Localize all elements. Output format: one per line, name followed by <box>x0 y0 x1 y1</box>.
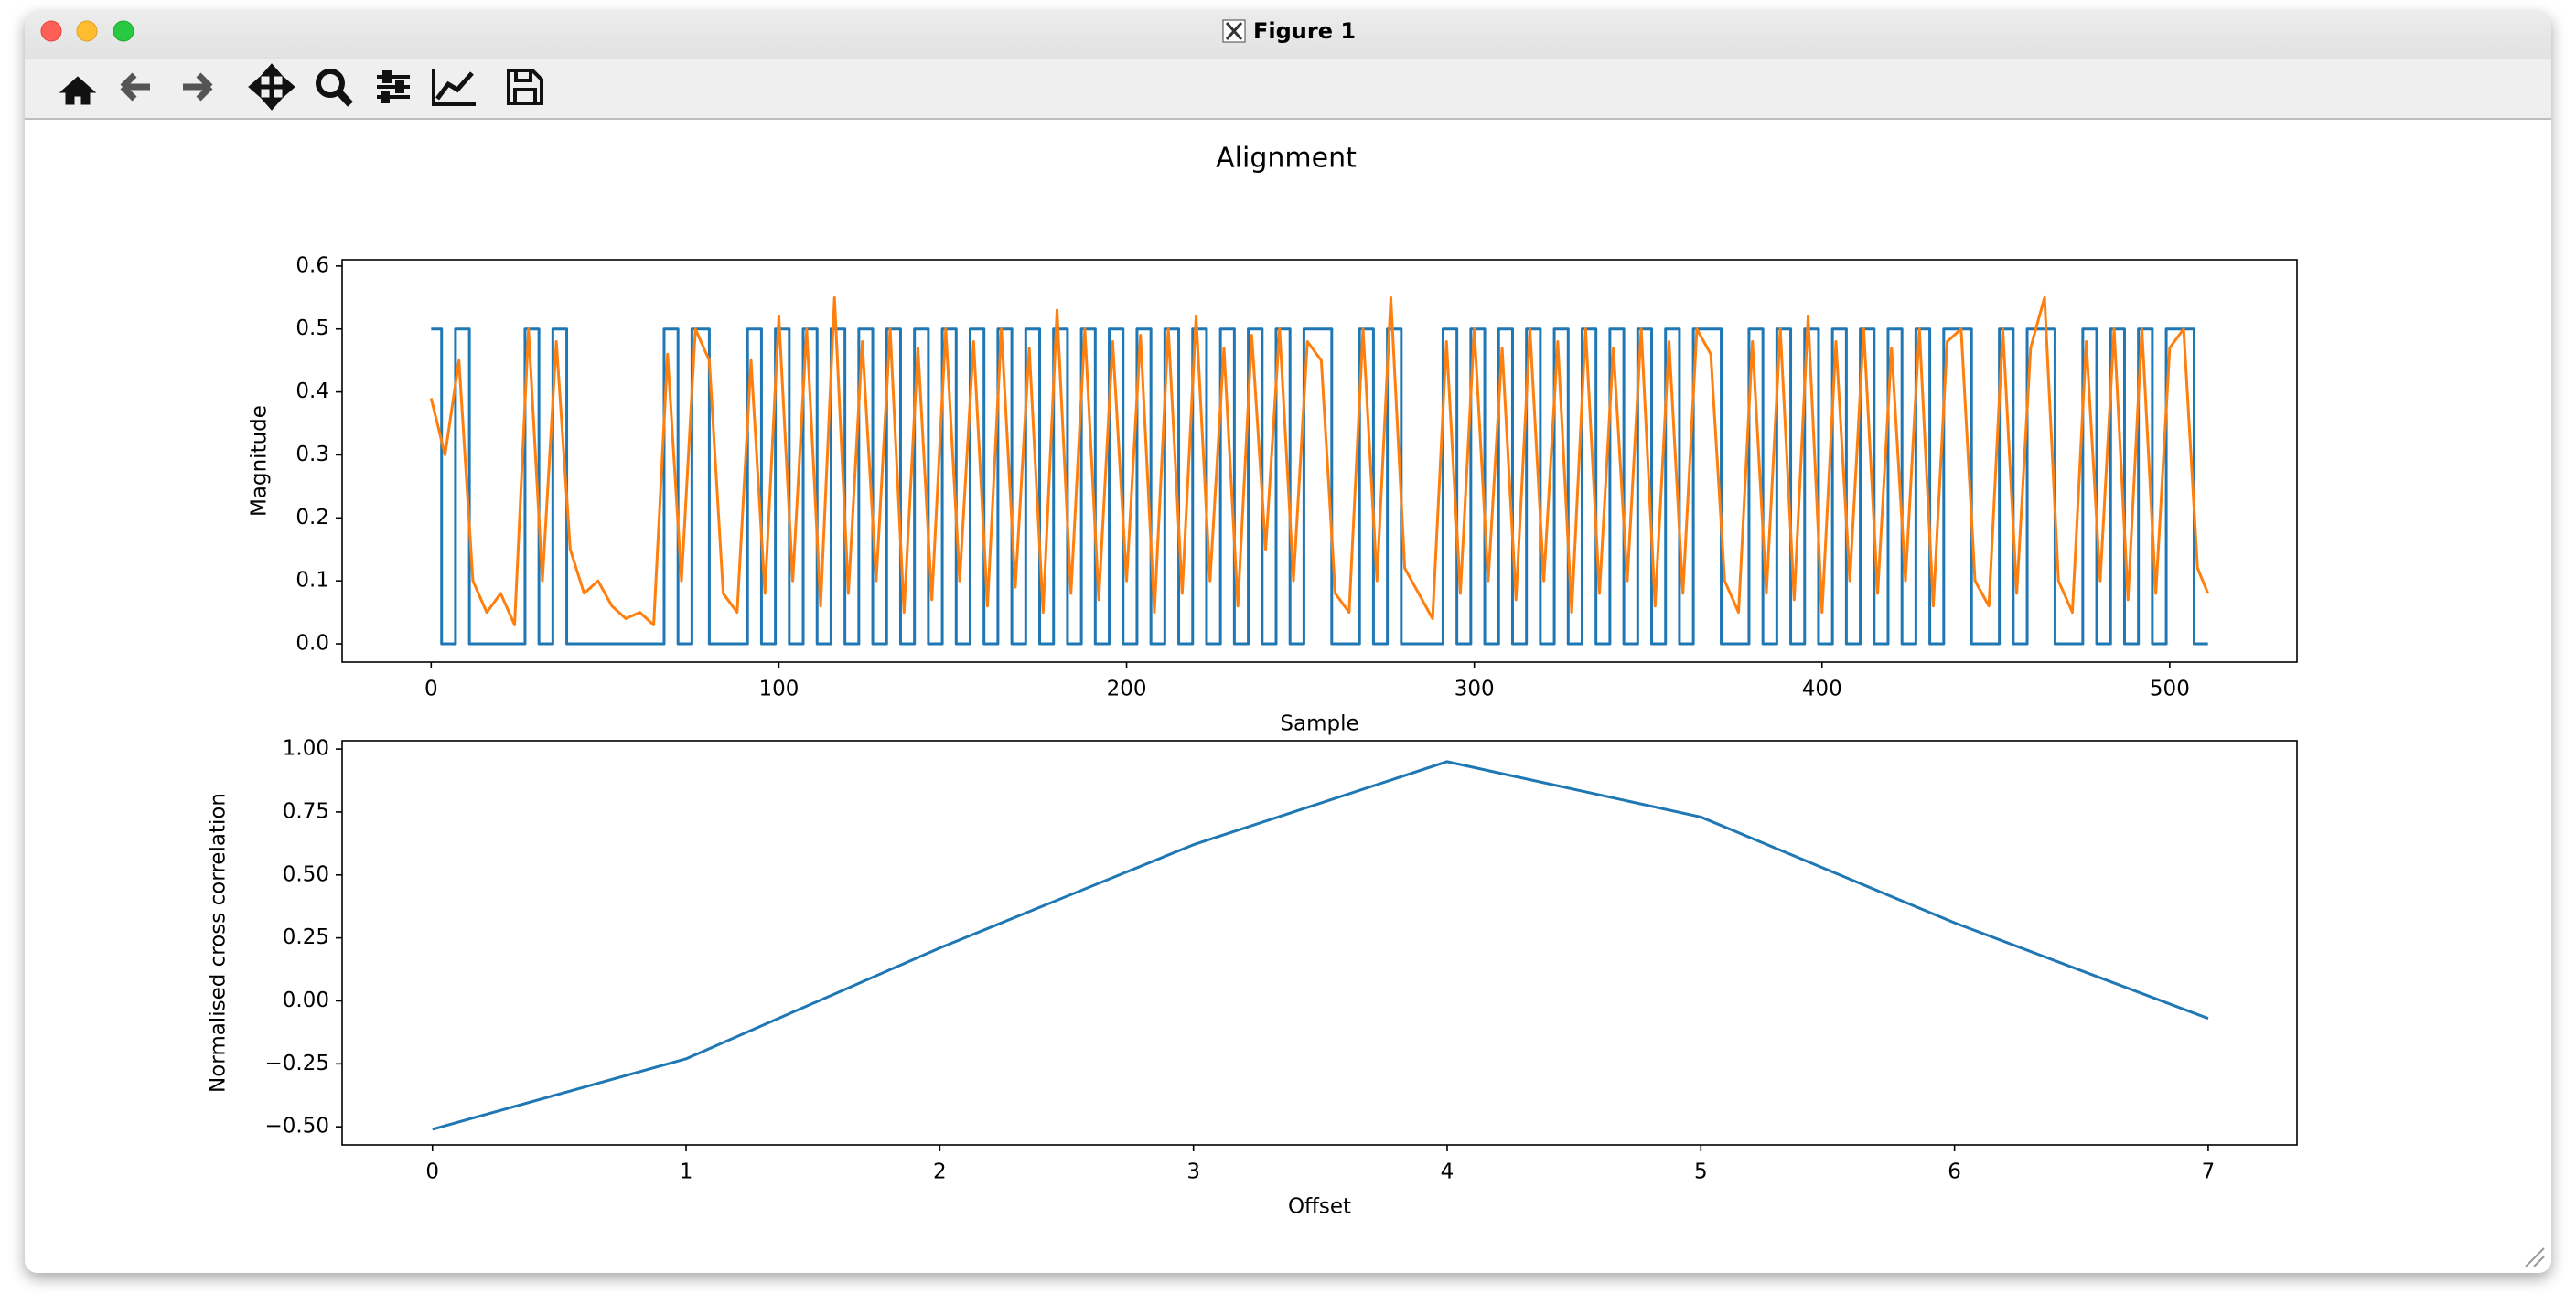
x-tick-label: 5 <box>1694 1160 1708 1184</box>
data-line <box>429 295 2210 626</box>
figure-title: Alignment <box>1216 143 1357 175</box>
y-axis-label: Normalised cross correlation <box>207 793 231 1093</box>
x-tick-label: 0 <box>424 678 438 701</box>
y-tick-label: 0.0 <box>295 632 329 656</box>
y-tick-label: 0.25 <box>283 925 329 949</box>
y-tick-label: 0.5 <box>295 316 329 340</box>
y-tick-label: −0.50 <box>265 1115 329 1139</box>
x-tick-label: 7 <box>2202 1160 2216 1184</box>
pan-button[interactable] <box>248 63 295 111</box>
y-tick-label: 0.1 <box>295 569 329 593</box>
y-tick-label: 0.50 <box>283 862 329 886</box>
close-button[interactable] <box>40 20 62 42</box>
x-tick-label: 300 <box>1454 678 1495 701</box>
x-axis-label: Sample <box>1280 712 1358 736</box>
minimize-button[interactable] <box>76 20 98 42</box>
configure-button[interactable] <box>377 70 410 103</box>
forward-button[interactable] <box>183 72 213 102</box>
y-tick-label: 0.3 <box>295 443 329 466</box>
x-tick-label: 200 <box>1107 678 1147 701</box>
edit-axes-button[interactable] <box>432 69 476 106</box>
y-tick-label: 0.00 <box>283 989 329 1012</box>
x-axis-label: Offset <box>1288 1195 1351 1219</box>
home-button[interactable] <box>59 76 97 105</box>
window-title: Figure 1 <box>1253 18 1356 44</box>
x-tick-label: 3 <box>1186 1160 1200 1184</box>
x-tick-label: 1 <box>680 1160 693 1184</box>
resize-grip <box>2525 1247 2545 1267</box>
zoom-button[interactable] <box>113 20 134 42</box>
y-tick-label: 0.6 <box>295 253 329 277</box>
y-tick-label: 0.75 <box>283 799 329 823</box>
back-button[interactable] <box>120 72 150 102</box>
x-tick-label: 400 <box>1802 678 1842 701</box>
x-tick-label: 500 <box>2150 678 2190 701</box>
y-tick-label: 0.4 <box>295 380 329 403</box>
x-tick-label: 2 <box>933 1160 947 1184</box>
x11-icon <box>1222 19 1246 43</box>
y-axis-label: Magnitude <box>248 405 272 517</box>
x-tick-label: 0 <box>425 1160 439 1184</box>
y-tick-label: 1.00 <box>283 737 329 761</box>
toolbar-icons <box>59 63 543 111</box>
data-line <box>431 327 2208 646</box>
x-tick-label: 4 <box>1441 1160 1454 1184</box>
axes-frame <box>341 259 2298 663</box>
zoom-tool-button[interactable] <box>316 69 353 107</box>
axes-frame <box>341 740 2298 1146</box>
y-tick-label: 0.2 <box>295 506 329 529</box>
y-tick-label: −0.25 <box>265 1052 329 1075</box>
x-tick-label: 6 <box>1948 1160 1961 1184</box>
data-line <box>432 760 2209 1131</box>
window <box>25 11 2551 1273</box>
save-button[interactable] <box>507 69 543 105</box>
x-tick-label: 100 <box>758 678 799 701</box>
